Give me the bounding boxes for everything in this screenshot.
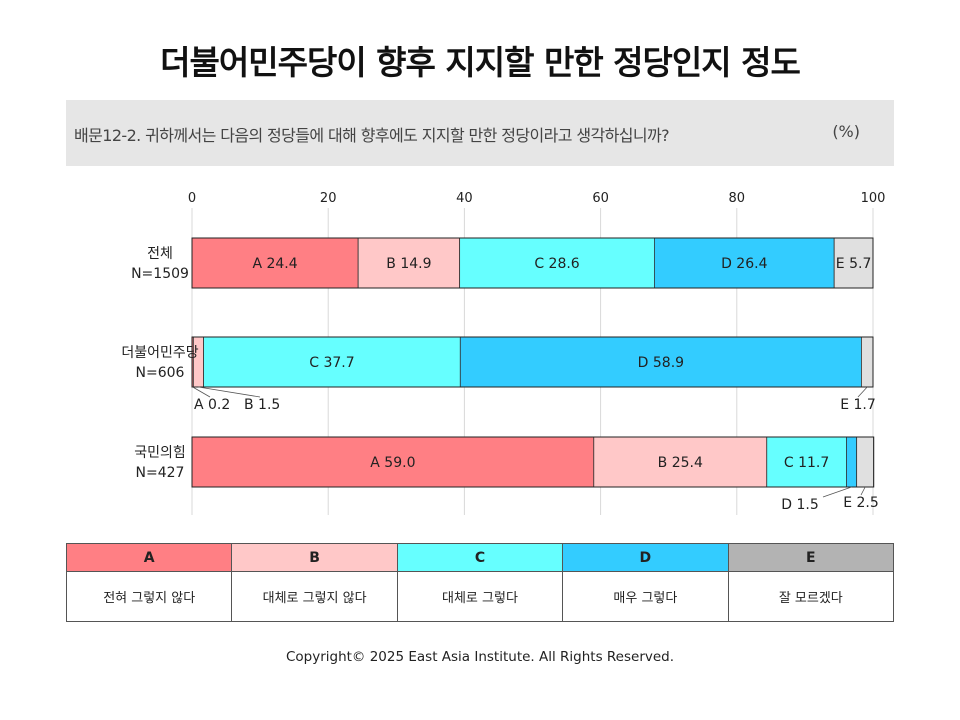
legend-key-d: D [562, 543, 729, 572]
legend-desc-b: 대체로 그렇지 않다 [231, 571, 398, 622]
bar-a-2 [191, 436, 595, 488]
legend-key-e: E [727, 543, 895, 572]
leader-e-1 [857, 386, 868, 398]
data-label-d-0: D 26.4 [721, 256, 767, 272]
x-tick-label-0: 0 [188, 191, 196, 206]
data-label-e-1: E 1.7 [840, 397, 876, 413]
chart-title: 더불어민주당이 향후 지지할 만한 정당인지 정도 [160, 43, 801, 82]
legend-desc-a: 전혀 그렇지 않다 [65, 571, 233, 622]
leader-d-2 [822, 486, 852, 498]
x-tick-label-60: 60 [592, 191, 609, 206]
x-tick-label-100: 100 [861, 191, 886, 206]
bar-e-0 [833, 237, 874, 289]
copyright-footer: Copyright© 2025 East Asia Institute. All… [285, 649, 675, 665]
unit-label: (%) [832, 122, 860, 141]
bar-b-2 [593, 436, 768, 488]
category-label-1: 더불어민주당 [121, 345, 198, 361]
legend-desc-c: 대체로 그렇다 [396, 571, 564, 622]
data-label-e-0: E 5.7 [836, 256, 872, 272]
data-label-c-2: C 11.7 [784, 455, 829, 471]
bar-outline-1 [191, 336, 874, 388]
leader-a-1 [192, 386, 211, 398]
bar-outline-0 [191, 237, 874, 289]
data-label-b-2: B 25.4 [658, 455, 703, 471]
question-box: 배문12-2. 귀하께서는 다음의 정당들에 대해 향후에도 지지할 만한 정당… [66, 100, 894, 166]
data-label-a-0: A 24.4 [252, 256, 297, 272]
legend-key-row: A B C D E [65, 543, 895, 572]
data-label-a-1: A 0.2 [194, 397, 230, 413]
data-label-a-2: A 59.0 [370, 455, 415, 471]
data-label-d-1: D 58.9 [638, 355, 684, 371]
leader-b-1 [198, 386, 261, 398]
legend-table: A B C D E 전혀 그렇지 않다 대체로 그렇지 않다 대체로 그렇다 매… [65, 543, 895, 622]
category-n-1: N=606 [136, 365, 185, 381]
legend-desc-e: 잘 모르겠다 [727, 571, 895, 622]
bar-e-1 [861, 336, 874, 388]
bar-e-2 [856, 436, 875, 488]
data-label-b-0: B 14.9 [386, 256, 431, 272]
bar-outline-2 [191, 436, 875, 488]
bar-c-2 [766, 436, 847, 488]
legend-key-c: C [396, 543, 564, 572]
x-tick-label-20: 20 [320, 191, 337, 206]
data-label-c-0: C 28.6 [534, 256, 579, 272]
question-text: 배문12-2. 귀하께서는 다음의 정당들에 대해 향후에도 지지할 만한 정당… [74, 126, 670, 145]
data-label-e-2: E 2.5 [843, 495, 879, 511]
category-label-2: 국민의힘 [134, 445, 186, 461]
bar-d-2 [846, 436, 858, 488]
category-label-0: 전체 [147, 246, 173, 262]
category-n-2: N=427 [136, 465, 185, 481]
category-n-0: N=1509 [131, 266, 189, 282]
x-tick-label-80: 80 [729, 191, 746, 206]
stacked-bar-chart: 0 20 40 60 80 100 전체 N=1509 A 24.4 B 14.9 C 28.6 D … [121, 191, 886, 515]
legend-desc-row: 전혀 그렇지 않다 대체로 그렇지 않다 대체로 그렇다 매우 그렇다 잘 모르… [65, 571, 895, 622]
bar-d-1 [459, 336, 862, 388]
data-label-b-1: B 1.5 [244, 397, 280, 413]
legend-desc-d: 매우 그렇다 [562, 571, 729, 622]
data-label-d-2: D 1.5 [781, 497, 819, 513]
bar-c-0 [459, 237, 655, 289]
data-label-c-1: C 37.7 [309, 355, 354, 371]
x-tick-label-40: 40 [456, 191, 473, 206]
legend-key-a: A [65, 543, 233, 572]
leader-e-2 [860, 486, 866, 496]
legend-key-b: B [231, 543, 398, 572]
